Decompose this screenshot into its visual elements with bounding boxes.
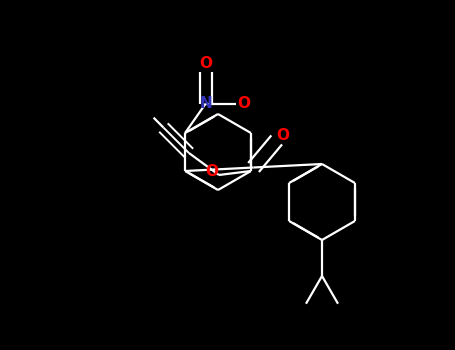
Text: N: N: [199, 96, 212, 111]
Text: O: O: [205, 163, 218, 178]
Text: O: O: [199, 56, 212, 71]
Text: O: O: [276, 128, 289, 143]
Text: O: O: [237, 96, 250, 111]
